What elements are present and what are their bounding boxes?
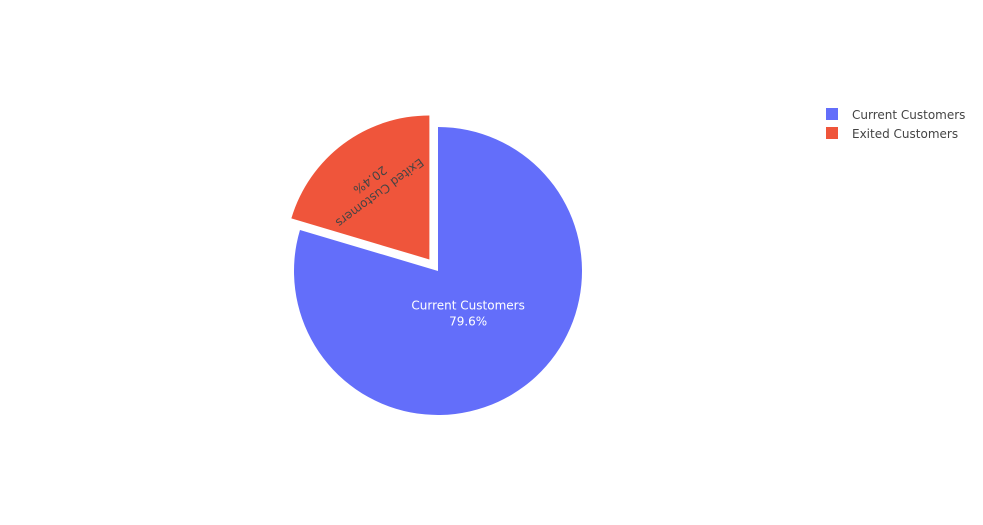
pie-label-current-customers: Current Customers 79.6% (411, 298, 524, 328)
legend: Current Customers Exited Customers (826, 108, 965, 141)
pie-slice-exited-customers[interactable] (291, 115, 430, 260)
pie-label-name-current-customers: Current Customers (411, 298, 524, 312)
legend-label-current-customers: Current Customers (852, 108, 965, 122)
legend-item-current-customers[interactable]: Current Customers (826, 108, 965, 122)
pie-slices (291, 115, 582, 415)
pie-label-percent-current-customers: 79.6% (449, 314, 487, 328)
pie-slice-current-customers[interactable] (293, 127, 582, 415)
legend-swatch-current-customers (826, 108, 838, 120)
legend-item-exited-customers[interactable]: Exited Customers (826, 127, 958, 141)
legend-swatch-exited-customers (826, 127, 838, 139)
legend-label-exited-customers: Exited Customers (852, 127, 958, 141)
